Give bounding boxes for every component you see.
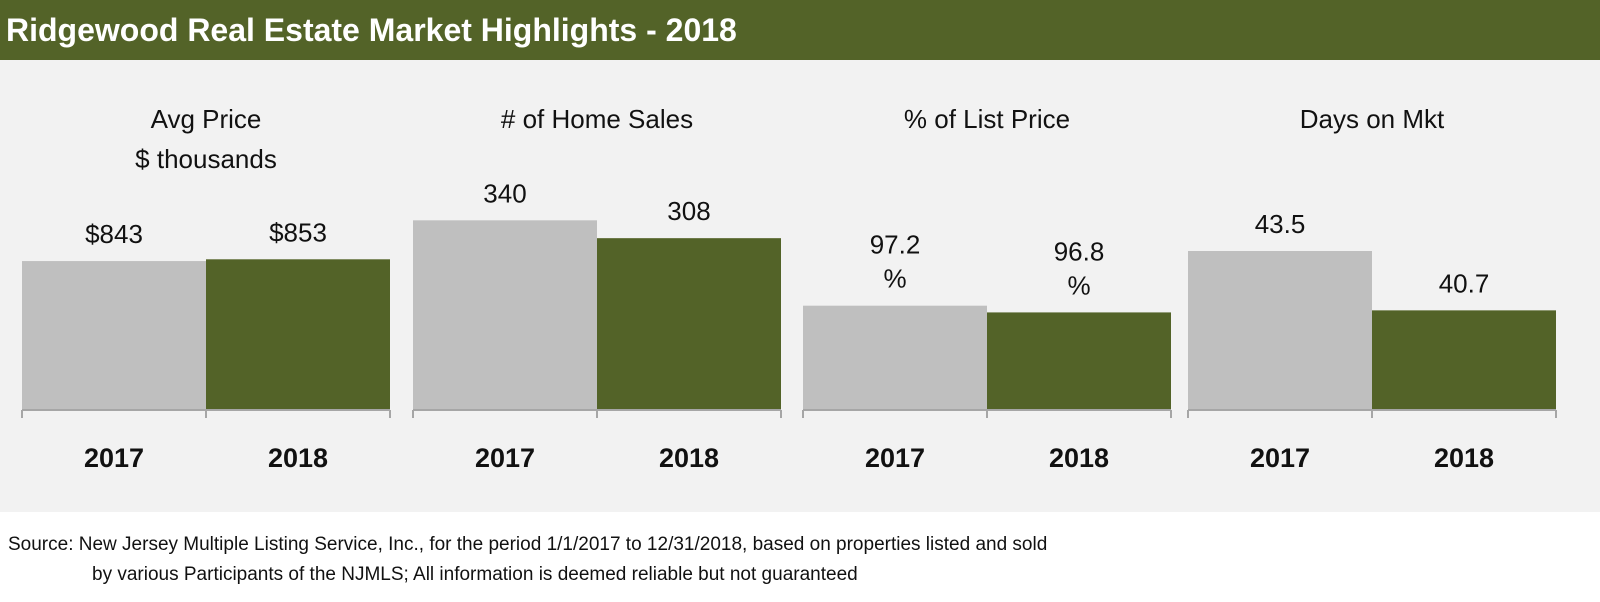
category-label: 2017	[475, 443, 535, 473]
data-label: 43.5	[1255, 209, 1306, 239]
bar-2018	[206, 259, 390, 410]
source-line-1: Source: New Jersey Multiple Listing Serv…	[8, 534, 1048, 555]
data-label: $853	[269, 217, 327, 247]
bar-2017	[803, 305, 987, 410]
category-label: 2018	[659, 443, 719, 473]
header-bar: Ridgewood Real Estate Market Highlights …	[0, 0, 1600, 60]
bar-2018	[597, 238, 781, 410]
data-label: 340	[483, 178, 526, 208]
data-label: 40.7	[1439, 268, 1490, 298]
category-label: 2018	[268, 443, 328, 473]
data-label: 96.8	[1054, 236, 1105, 266]
category-label: 2018	[1434, 443, 1494, 473]
data-label: 97.2	[870, 230, 921, 260]
source-line-2: by various Participants of the NJMLS; Al…	[92, 564, 858, 585]
category-label: 2018	[1049, 443, 1109, 473]
chart-title-line: Days on Mkt	[1300, 104, 1445, 134]
data-label: 308	[667, 196, 710, 226]
bar-2018	[987, 312, 1171, 410]
chart-title-line: # of Home Sales	[501, 104, 693, 134]
category-label: 2017	[865, 443, 925, 473]
bar-2018	[1372, 310, 1556, 410]
chart-title-line: $ thousands	[135, 144, 277, 174]
category-label: 2017	[1250, 443, 1310, 473]
data-label: %	[883, 264, 906, 294]
bar-2017	[1188, 251, 1372, 410]
source-note: Source: New Jersey Multiple Listing Serv…	[8, 530, 1588, 590]
chart-title-line: % of List Price	[904, 104, 1070, 134]
category-label: 2017	[84, 443, 144, 473]
chart-title-line: Avg Price	[151, 104, 262, 134]
data-label: %	[1067, 270, 1090, 300]
data-label: $843	[85, 219, 143, 249]
bar-2017	[22, 261, 206, 410]
page-title: Ridgewood Real Estate Market Highlights …	[6, 12, 737, 48]
bar-2017	[413, 220, 597, 410]
